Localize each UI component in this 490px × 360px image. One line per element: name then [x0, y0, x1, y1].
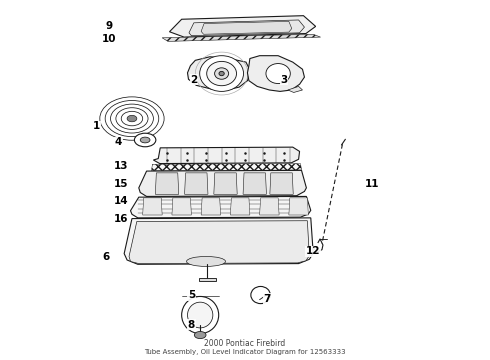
Polygon shape [172, 198, 192, 215]
Text: 8: 8 [188, 320, 195, 330]
Ellipse shape [188, 302, 213, 328]
Text: 13: 13 [114, 161, 128, 171]
Polygon shape [153, 147, 299, 163]
Ellipse shape [116, 108, 148, 129]
Polygon shape [288, 86, 302, 93]
Text: 2: 2 [190, 75, 197, 85]
Polygon shape [214, 173, 237, 194]
Text: 10: 10 [101, 34, 116, 44]
Polygon shape [170, 16, 316, 37]
Polygon shape [139, 170, 306, 197]
Polygon shape [289, 198, 308, 215]
Text: 2000 Pontiac Firebird: 2000 Pontiac Firebird [204, 339, 286, 348]
Polygon shape [189, 20, 304, 36]
Ellipse shape [207, 62, 237, 86]
Polygon shape [201, 21, 292, 34]
Polygon shape [201, 198, 220, 215]
Ellipse shape [100, 97, 164, 140]
Polygon shape [243, 173, 267, 194]
Text: 5: 5 [188, 290, 195, 300]
Ellipse shape [127, 115, 137, 122]
Polygon shape [270, 173, 293, 194]
Text: 4: 4 [115, 138, 122, 148]
Ellipse shape [266, 64, 290, 84]
Text: 14: 14 [114, 197, 128, 206]
Text: 1: 1 [93, 121, 100, 131]
Ellipse shape [195, 332, 206, 339]
Text: 12: 12 [306, 247, 320, 256]
Ellipse shape [140, 137, 150, 143]
Text: 11: 11 [365, 179, 379, 189]
Ellipse shape [251, 287, 270, 303]
Text: 7: 7 [263, 294, 270, 303]
Polygon shape [130, 197, 311, 218]
Polygon shape [188, 57, 250, 90]
Ellipse shape [121, 111, 143, 126]
Ellipse shape [182, 296, 219, 334]
Ellipse shape [111, 104, 153, 133]
Ellipse shape [187, 256, 225, 266]
Polygon shape [124, 218, 313, 264]
Ellipse shape [134, 133, 156, 147]
Polygon shape [151, 163, 301, 171]
Ellipse shape [105, 100, 159, 137]
Polygon shape [185, 173, 208, 194]
Polygon shape [230, 198, 250, 215]
Polygon shape [260, 198, 279, 215]
Polygon shape [247, 56, 304, 91]
Text: 6: 6 [102, 252, 110, 262]
Ellipse shape [200, 56, 244, 91]
Polygon shape [143, 198, 162, 215]
Text: 16: 16 [114, 214, 128, 224]
Text: 9: 9 [105, 21, 112, 31]
Text: Tube Assembly, Oil Level Indicator Diagram for 12563333: Tube Assembly, Oil Level Indicator Diagr… [144, 349, 346, 355]
Text: 3: 3 [280, 75, 288, 85]
Polygon shape [199, 278, 216, 282]
Polygon shape [129, 221, 309, 264]
Ellipse shape [215, 68, 229, 79]
Polygon shape [162, 34, 320, 41]
Text: 15: 15 [114, 179, 128, 189]
Polygon shape [155, 173, 179, 194]
Ellipse shape [219, 71, 224, 76]
